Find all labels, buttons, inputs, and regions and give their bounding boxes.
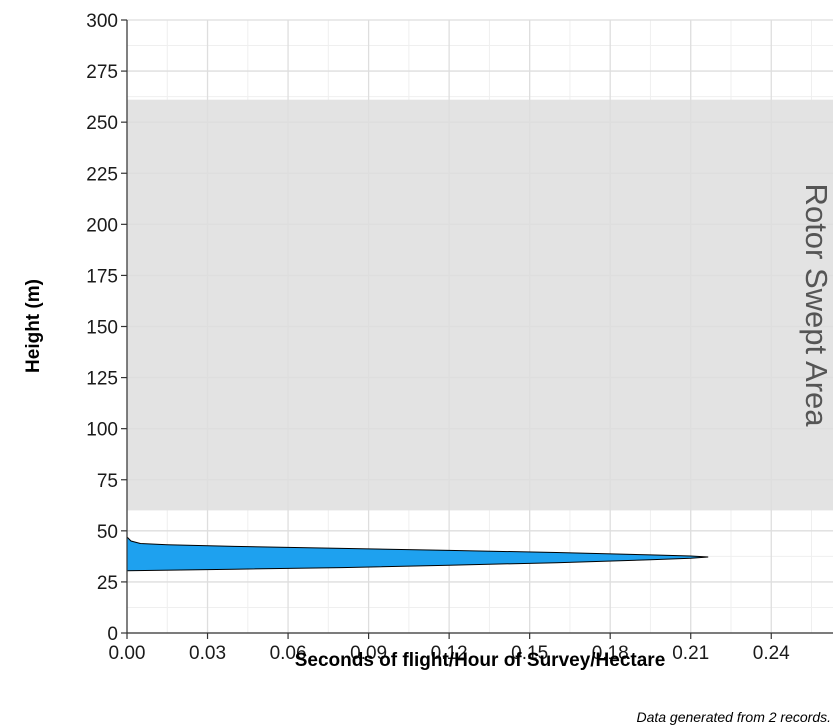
x-tick-label: 0.21 [672, 643, 709, 664]
y-tick-label: 0 [107, 624, 118, 645]
y-axis-title: Height (m) [23, 279, 44, 373]
y-axis-ticks: 0 25 50 75 100 125 150 175 200 225 250 275 300 [86, 11, 127, 645]
y-tick-label: 25 [97, 573, 118, 594]
y-tick-label: 225 [86, 164, 118, 185]
y-tick-label: 125 [86, 369, 118, 390]
band-label: Rotor Swept Area [799, 184, 834, 428]
rotor-swept-area-band [127, 99, 833, 511]
x-tick-label: 0.24 [753, 643, 790, 664]
y-tick-label: 275 [86, 62, 118, 83]
y-tick-label: 50 [97, 522, 118, 543]
y-tick-label: 250 [86, 113, 118, 134]
x-tick-label: 0.09 [350, 643, 387, 664]
x-tick-label: 0.15 [511, 643, 548, 664]
x-axis-ticks: 0.00 0.03 0.06 0.09 0.12 0.15 0.18 0.21 0.24 [109, 633, 790, 664]
y-tick-label: 300 [86, 11, 118, 32]
y-tick-label: 75 [97, 471, 118, 492]
x-tick-label: 0.00 [109, 643, 146, 664]
flight-height-distribution-area [126, 535, 709, 572]
caption: Data generated from 2 records. [636, 709, 831, 725]
y-tick-label: 100 [86, 420, 118, 441]
y-tick-label: 200 [86, 215, 118, 236]
x-tick-label: 0.12 [431, 643, 468, 664]
y-tick-label: 175 [86, 266, 118, 287]
y-tick-label: 150 [86, 318, 118, 339]
x-axis-title: Seconds of flight/Hour of Survey/Hectare [295, 650, 666, 671]
x-tick-label: 0.18 [592, 643, 629, 664]
x-tick-label: 0.03 [189, 643, 226, 664]
x-tick-label: 0.06 [270, 643, 307, 664]
